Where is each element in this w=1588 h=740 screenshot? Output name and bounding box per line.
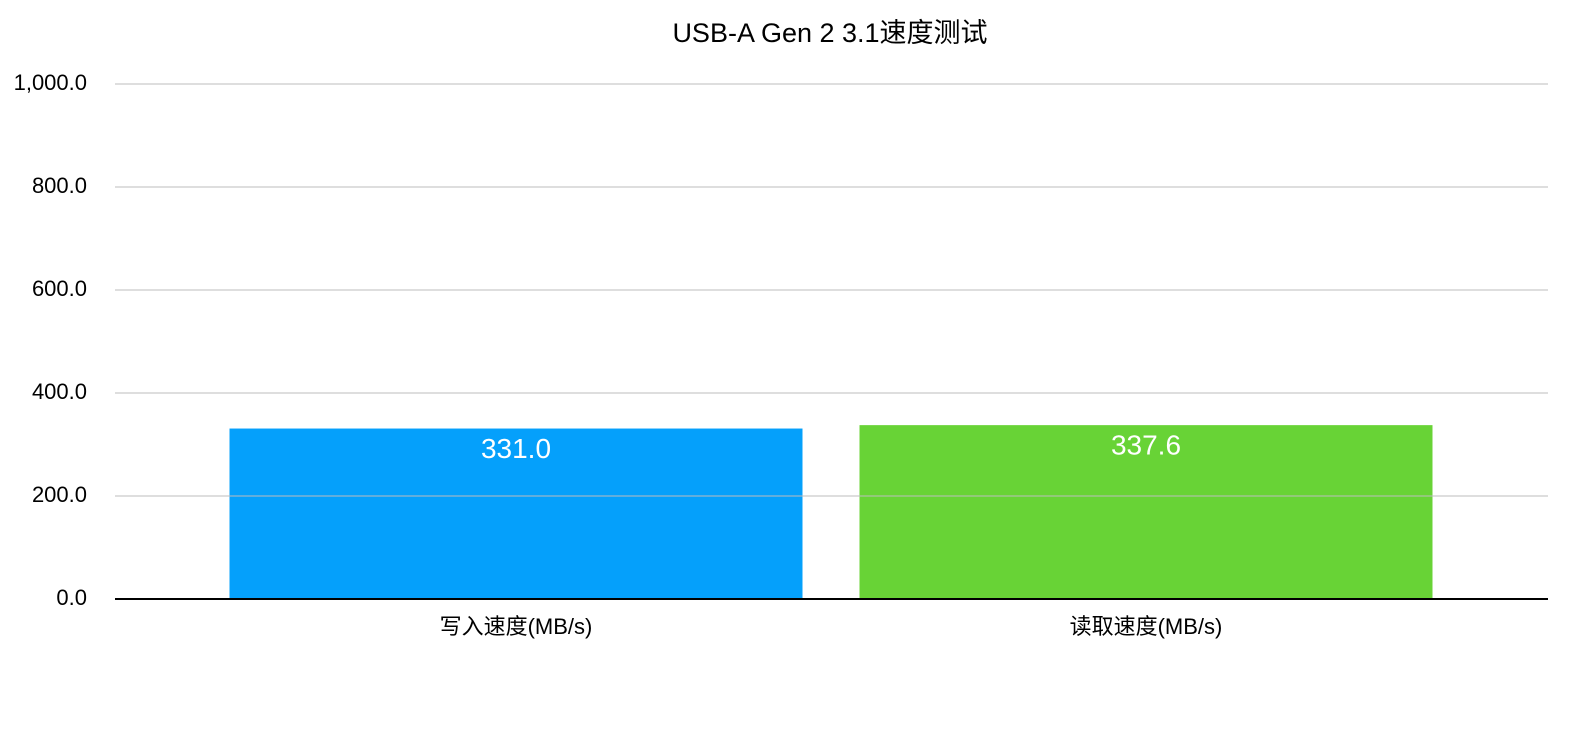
value-label: 331.0 (481, 433, 551, 464)
x-tick-label: 写入速度(MB/s) (440, 614, 593, 639)
y-tick-label: 200.0 (32, 482, 87, 507)
chart-title: USB-A Gen 2 3.1速度测试 (672, 18, 987, 48)
y-tick-label: 800.0 (32, 173, 87, 198)
value-label: 337.6 (1111, 430, 1181, 461)
y-tick-label: 600.0 (32, 276, 87, 301)
bar (859, 425, 1433, 599)
y-tick-label: 0.0 (56, 585, 87, 610)
x-tick-label: 读取速度(MB/s) (1070, 614, 1223, 639)
y-tick-label: 400.0 (32, 379, 87, 404)
y-tick-label: 1,000.0 (14, 70, 87, 95)
bar (229, 428, 803, 599)
